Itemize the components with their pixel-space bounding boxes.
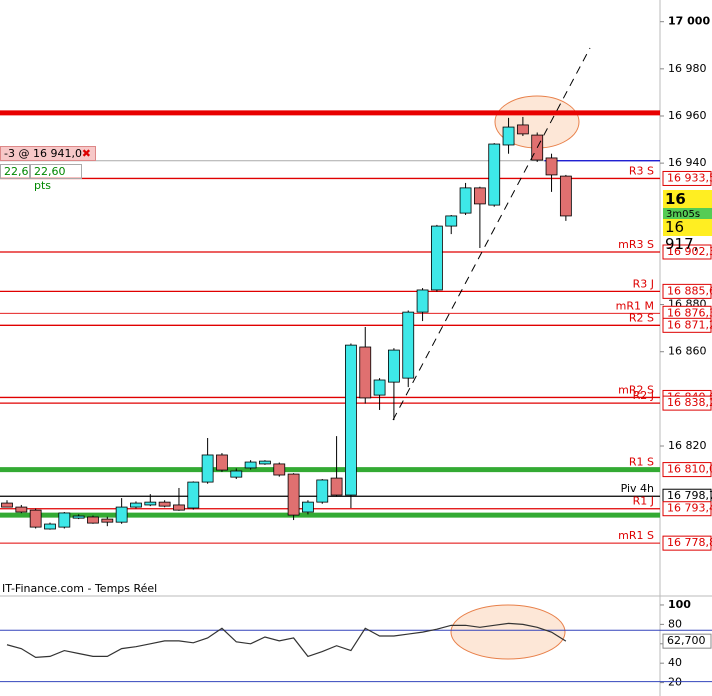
gain-pts-box: 22,60 pts [30, 164, 82, 192]
level-box [662, 283, 712, 299]
level-name: R1 J [633, 495, 654, 508]
candle-body [130, 502, 142, 508]
candle-body [87, 516, 99, 524]
candle-body [345, 344, 357, 496]
y-tick-label: 16 860 [668, 345, 707, 358]
level-name: mR1 S [618, 529, 654, 542]
candle-body [259, 460, 271, 465]
y-tick-label: 100 [668, 598, 691, 611]
level-box [662, 317, 712, 333]
y-tick-label: 16 980 [668, 62, 707, 75]
candle-body [559, 175, 572, 217]
candle-body [287, 473, 300, 516]
y-tick-label: 16 940 [668, 156, 707, 169]
candle-body [459, 187, 472, 214]
level-label: 16 871,2 [667, 318, 712, 331]
timer: 3m05s [663, 208, 712, 221]
level-label: 16 933,5 [667, 171, 712, 184]
candle-body [316, 479, 329, 503]
level-box [662, 535, 712, 551]
level-name: R2 S [629, 311, 654, 324]
candle-body [144, 501, 157, 506]
level-label: 16 798,7 [667, 489, 712, 502]
last-value-label: 62,700 [667, 634, 706, 647]
candle-body [516, 124, 529, 135]
candle-body [29, 509, 42, 528]
candle-body [173, 504, 185, 511]
position-label: -3 @ 16 941,0 [4, 147, 82, 160]
level-label: 16 902,3 [667, 245, 712, 258]
candle-body [430, 225, 443, 291]
candle-body [15, 506, 28, 513]
candle-body [273, 463, 286, 476]
highlight-ellipse [450, 604, 566, 660]
candle-body [72, 515, 85, 519]
level-label: 16 810,0 [667, 463, 712, 476]
candle-body [44, 523, 56, 530]
source-label: IT-Finance.com - Temps Réel [2, 582, 157, 595]
level-name: Piv 4h [621, 482, 654, 495]
level-name: R2 J [633, 389, 654, 402]
y-tick-label: 16 820 [668, 439, 707, 452]
level-name: R1 S [629, 456, 654, 469]
close-icon[interactable]: ✖ [81, 147, 91, 160]
candle-body [158, 501, 171, 507]
y-tick-label: 16 960 [668, 109, 707, 122]
level-name: R3 J [633, 277, 654, 290]
last-value-box [662, 633, 712, 649]
level-box [662, 170, 712, 186]
level-name: mR1 M [616, 299, 654, 312]
gain-box: 22,6 [0, 164, 30, 179]
level-label: 16 838,2 [667, 396, 712, 409]
candle-body [373, 379, 386, 396]
candle-body [115, 506, 128, 523]
level-name: R3 S [629, 164, 654, 177]
position-box[interactable]: -3 @ 16 941,0 ✖ [0, 146, 96, 161]
level-box [662, 501, 712, 517]
candle-body [216, 454, 228, 471]
level-label: 16 778,8 [667, 536, 712, 549]
candle-body [230, 470, 243, 478]
candle-body [359, 346, 372, 399]
candle-body [201, 454, 214, 483]
candle-body [545, 157, 558, 176]
candle-body [1, 502, 13, 508]
candle-body [402, 311, 415, 379]
trend-line [392, 47, 591, 421]
candle-body [388, 349, 400, 383]
candle-body [330, 477, 343, 496]
oscillator-line [6, 622, 567, 658]
candle-body [473, 187, 486, 205]
price-tag: 16 917, [663, 190, 712, 226]
candle-body [502, 126, 515, 146]
candle-body [488, 143, 501, 206]
candle-body [101, 518, 114, 523]
price-tag: 16 917, [663, 219, 712, 253]
candle-body [244, 461, 257, 469]
level-box [662, 395, 712, 411]
candle-body [302, 501, 314, 513]
level-box [662, 244, 712, 260]
level-label: 16 876,3 [667, 306, 712, 319]
level-label: 16 885,6 [667, 284, 712, 297]
y-tick-label: 40 [668, 656, 682, 669]
level-name: mR3 S [618, 238, 654, 251]
candle-body [187, 481, 200, 509]
level-label: 16 793,4 [667, 502, 712, 515]
candle-body [445, 215, 458, 227]
y-tick-label: 80 [668, 617, 682, 630]
level-box [662, 462, 712, 478]
candle-body [58, 512, 71, 528]
candle-body [416, 289, 429, 313]
y-tick-label: 17 000 [668, 15, 710, 28]
level-name: mR2 S [618, 383, 654, 396]
